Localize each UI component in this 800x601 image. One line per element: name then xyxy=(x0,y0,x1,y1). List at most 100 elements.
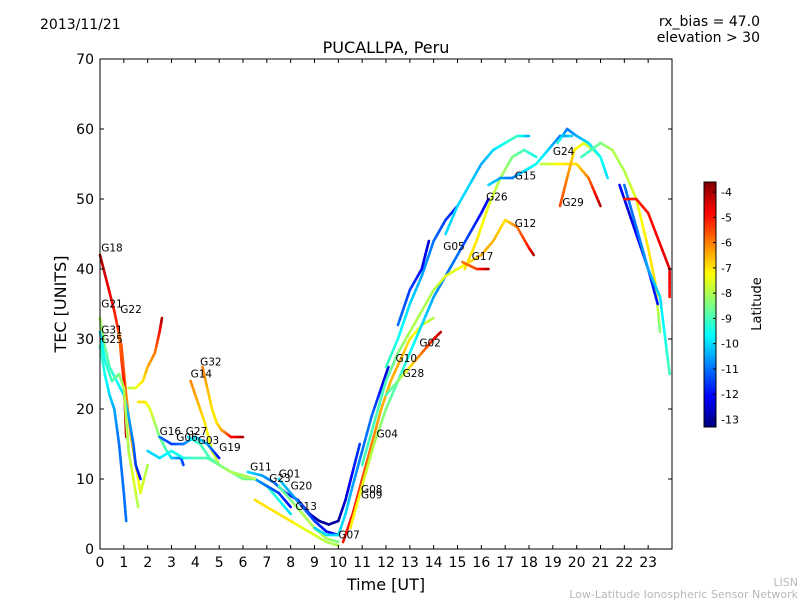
colorbar: -4-5-6-7-8-9-10-11-12-13 Latitude xyxy=(704,182,765,427)
sat-label-g09: G09 xyxy=(361,490,383,502)
track-segment xyxy=(655,232,659,241)
sat-label-g11: G11 xyxy=(250,462,272,474)
y-tick-label: 10 xyxy=(76,472,94,488)
track-segment xyxy=(665,336,667,349)
sat-label-g04: G04 xyxy=(376,429,398,441)
track-segment xyxy=(127,430,128,441)
track-segment xyxy=(662,250,666,259)
track-segment xyxy=(125,409,126,420)
series-g19a xyxy=(129,318,162,388)
track-segment xyxy=(668,361,670,374)
sat-label-g02: G02 xyxy=(419,338,441,350)
track-segment xyxy=(659,324,660,332)
track-segment xyxy=(253,478,255,479)
sat-label-g20: G20 xyxy=(291,481,313,493)
series-g05 xyxy=(398,241,429,325)
x-tick-label: 17 xyxy=(496,555,514,571)
y-tick-label: 0 xyxy=(85,542,94,558)
series-g28 xyxy=(581,143,660,332)
colorbar-tick-label: -8 xyxy=(721,287,732,300)
data-layer xyxy=(100,129,670,546)
x-tick-label: 8 xyxy=(286,555,295,571)
colorbar-tick-label: -11 xyxy=(721,363,739,376)
y-tick-label: 40 xyxy=(76,262,94,278)
track-segment xyxy=(124,388,125,399)
sat-label-g14: G14 xyxy=(191,369,213,381)
sat-label-g28: G28 xyxy=(403,368,425,380)
colorbar-tick-label: -7 xyxy=(721,262,732,275)
track-segment xyxy=(652,222,656,231)
x-tick-label: 18 xyxy=(520,555,538,571)
sat-label-g17: G17 xyxy=(472,251,494,263)
track-segment xyxy=(534,156,536,157)
track-segment xyxy=(666,348,668,361)
y-tick-label: 70 xyxy=(76,52,94,68)
sat-label-g10: G10 xyxy=(396,353,418,365)
series-g09 xyxy=(350,199,488,528)
x-tick-label: 23 xyxy=(639,555,657,571)
y-tick-label: 50 xyxy=(76,192,94,208)
x-tick-label: 7 xyxy=(262,555,271,571)
y-tick-label: 60 xyxy=(76,122,94,138)
track-segment xyxy=(659,241,663,250)
track-segment xyxy=(217,456,219,458)
colorbar-gradient xyxy=(704,182,716,427)
y-tick-label: 30 xyxy=(76,332,94,348)
sat-label-g24: G24 xyxy=(553,146,575,158)
colorbar-tick-label: -6 xyxy=(721,237,732,250)
y-axis-label: TEC [UNITS] xyxy=(51,256,70,354)
x-tick-label: 20 xyxy=(568,555,586,571)
x-tick-label: 19 xyxy=(544,555,562,571)
track-segment xyxy=(146,465,147,470)
x-tick-label: 9 xyxy=(310,555,319,571)
track-segment xyxy=(128,441,129,452)
track-segment xyxy=(440,332,441,333)
y-tick-label: 20 xyxy=(76,402,94,418)
colorbar-tick-label: -4 xyxy=(721,186,732,199)
track-segment xyxy=(289,512,291,514)
x-tick-label: 5 xyxy=(215,555,224,571)
track-segment xyxy=(606,175,607,179)
sat-label-g03: G03 xyxy=(198,435,220,447)
x-tick-label: 3 xyxy=(167,555,176,571)
colorbar-label: Latitude xyxy=(750,277,765,331)
track-segment xyxy=(432,318,434,319)
colorbar-tick-label: -10 xyxy=(721,338,739,351)
track-segment xyxy=(126,420,127,431)
x-tick-label: 11 xyxy=(353,555,371,571)
track-segment xyxy=(533,254,534,255)
x-tick-label: 0 xyxy=(96,555,105,571)
x-tick-label: 6 xyxy=(239,555,248,571)
track-segment xyxy=(359,444,360,449)
sat-label-g25: G25 xyxy=(101,334,123,346)
track-segment xyxy=(662,310,664,323)
x-tick-label: 14 xyxy=(425,555,443,571)
track-segment xyxy=(428,241,429,246)
x-tick-label: 16 xyxy=(472,555,490,571)
track-segment xyxy=(387,367,388,371)
track-segment xyxy=(656,298,658,304)
sat-label-g26: G26 xyxy=(486,191,508,203)
x-tick-label: 1 xyxy=(119,555,128,571)
track-segment xyxy=(289,505,291,507)
sat-label-g13: G13 xyxy=(295,501,317,513)
track-segment xyxy=(125,399,126,410)
track-segment xyxy=(660,297,662,310)
series-g31 xyxy=(100,332,138,507)
track-segment xyxy=(663,323,665,336)
x-axis-label: Time [UT] xyxy=(346,575,425,594)
sat-label-g32: G32 xyxy=(200,357,222,369)
series-g07 xyxy=(315,367,389,535)
series-g03 xyxy=(148,451,255,479)
colorbar-tick-label: -5 xyxy=(721,211,732,224)
x-tick-label: 2 xyxy=(143,555,152,571)
x-tick-label: 22 xyxy=(615,555,633,571)
sat-label-g07: G07 xyxy=(338,530,360,542)
sat-label-g15: G15 xyxy=(515,170,537,182)
sat-label-g05: G05 xyxy=(443,241,465,253)
x-tick-label: 4 xyxy=(191,555,200,571)
x-tick-label: 12 xyxy=(377,555,395,571)
sat-label-g22: G22 xyxy=(120,304,142,316)
